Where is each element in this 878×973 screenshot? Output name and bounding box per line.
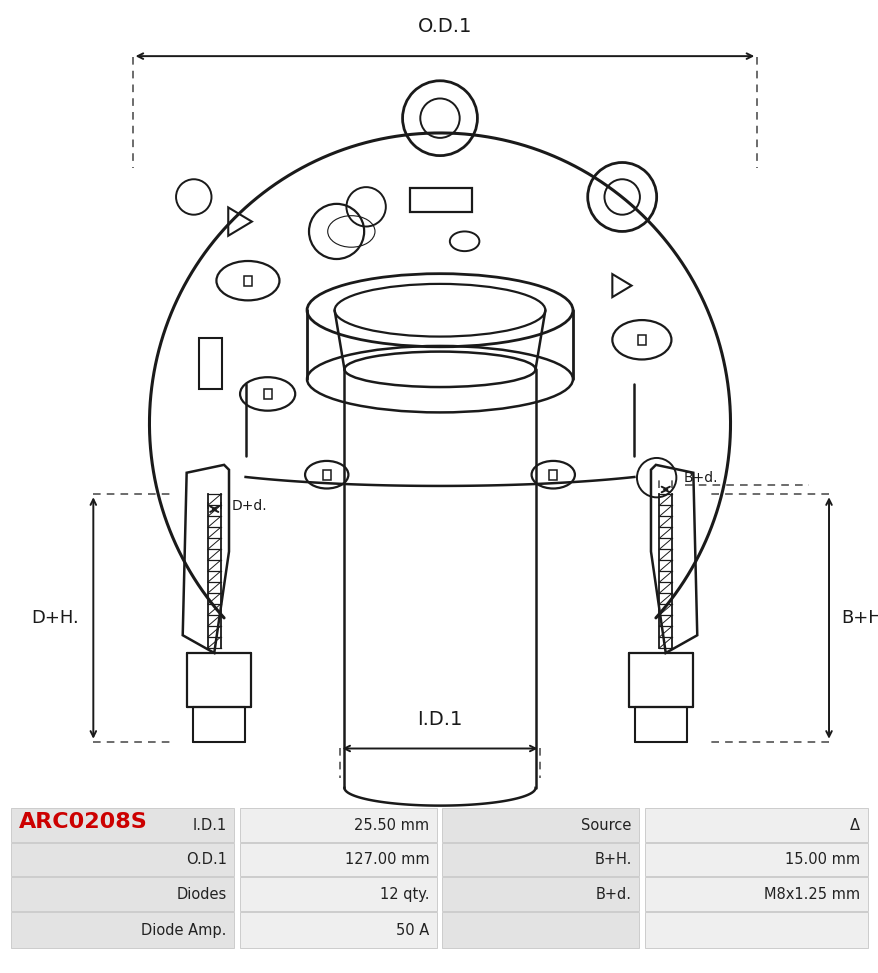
Bar	[11, 808, 234, 843]
Text: B+d.: B+d.	[683, 471, 717, 485]
Bar	[11, 844, 234, 876]
Bar	[11, 877, 234, 912]
Bar	[244, 275, 252, 286]
Text: Δ: Δ	[849, 817, 859, 833]
Text: 50 A: 50 A	[395, 923, 428, 938]
Text: ARC0208S: ARC0208S	[19, 812, 148, 833]
Bar	[442, 877, 638, 912]
Bar	[442, 913, 638, 949]
Bar	[549, 470, 557, 480]
Bar	[263, 389, 271, 399]
Bar	[644, 877, 867, 912]
Bar	[410, 188, 471, 212]
Text: 127.00 mm: 127.00 mm	[344, 852, 428, 867]
Text: 12 qty.: 12 qty.	[379, 886, 428, 902]
Text: B+d.: B+d.	[595, 886, 631, 902]
Bar	[11, 913, 234, 949]
Text: Diodes: Diodes	[176, 886, 227, 902]
Bar	[322, 470, 330, 480]
Bar	[198, 338, 222, 389]
Bar	[442, 808, 638, 843]
Text: D+d.: D+d.	[232, 499, 267, 513]
Bar	[240, 913, 436, 949]
Bar	[644, 913, 867, 949]
Text: D+H.: D+H.	[31, 609, 78, 627]
Text: O.D.1: O.D.1	[185, 852, 227, 867]
Text: M8x1.25 mm: M8x1.25 mm	[763, 886, 859, 902]
Bar	[240, 808, 436, 843]
Text: O.D.1: O.D.1	[417, 18, 471, 36]
Bar	[644, 844, 867, 876]
Text: Diode Amp.: Diode Amp.	[141, 923, 227, 938]
Bar	[644, 808, 867, 843]
Bar	[240, 877, 436, 912]
Text: B+H.: B+H.	[840, 609, 878, 627]
Text: 15.00 mm: 15.00 mm	[784, 852, 859, 867]
Text: Source: Source	[580, 817, 631, 833]
Bar	[442, 844, 638, 876]
Text: I.D.1: I.D.1	[192, 817, 227, 833]
Bar	[637, 335, 645, 344]
Text: B+H.: B+H.	[594, 852, 631, 867]
Text: 25.50 mm: 25.50 mm	[354, 817, 428, 833]
Text: I.D.1: I.D.1	[417, 709, 462, 729]
Bar	[240, 844, 436, 876]
